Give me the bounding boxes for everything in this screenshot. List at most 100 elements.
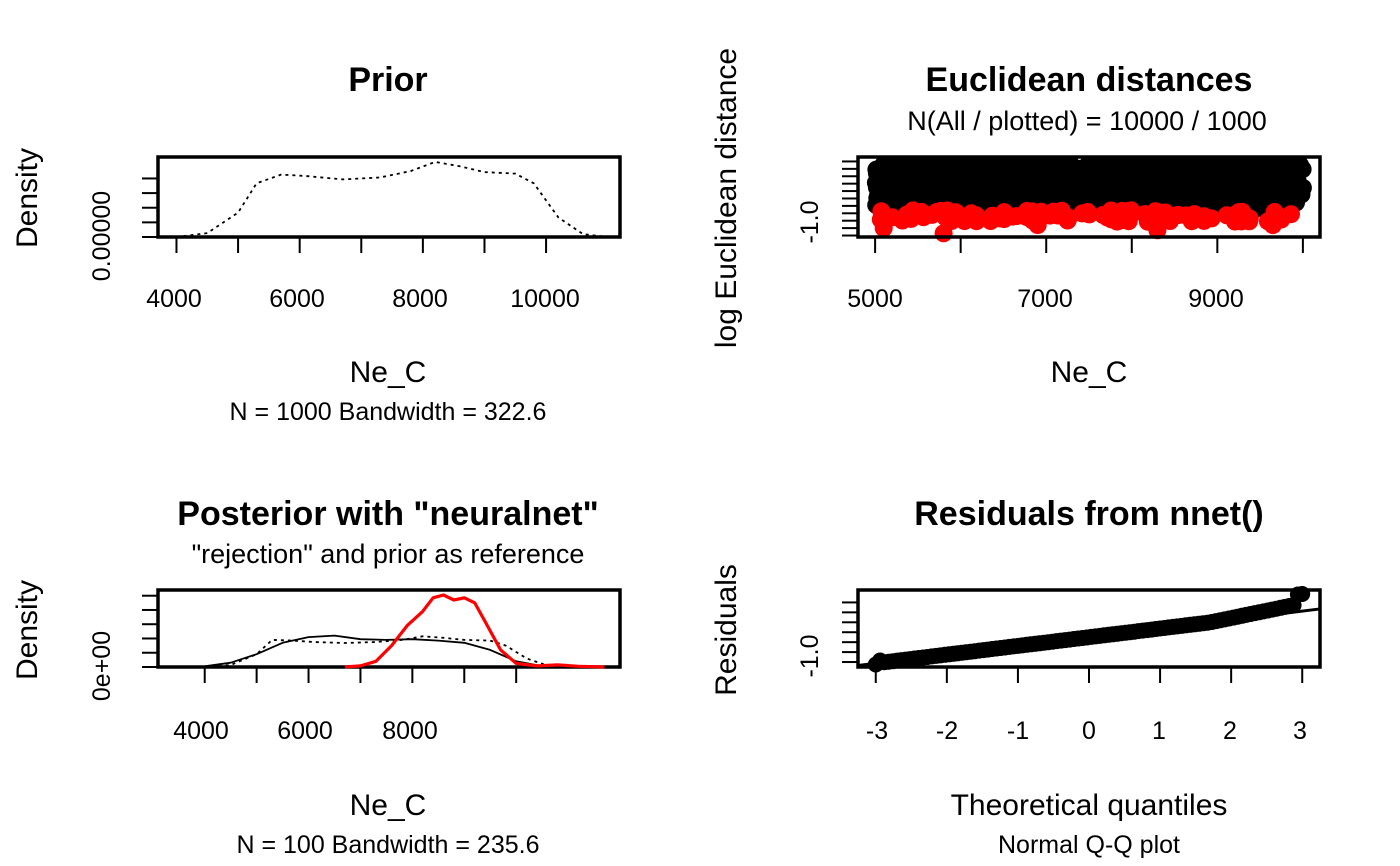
prior-x-tick-label: 8000 bbox=[392, 285, 448, 313]
distance-point-all bbox=[994, 157, 1013, 176]
prior-density-line bbox=[176, 160, 608, 238]
distance-point-all bbox=[1261, 164, 1280, 183]
prior-x-axis-label: Ne_C bbox=[350, 356, 427, 389]
distances-x-tick-label: 5000 bbox=[847, 285, 903, 313]
distance-point-all bbox=[1069, 160, 1088, 179]
distance-point-all bbox=[1028, 168, 1047, 186]
prior-x-tick-label: 10000 bbox=[510, 285, 580, 313]
distance-point-accepted bbox=[1028, 216, 1047, 235]
panel-posterior: Posterior with "neuralnet" "rejection" a… bbox=[11, 495, 622, 859]
posterior-y-axis-label: Density bbox=[11, 580, 44, 680]
distances-y-axis-label: log Euclidean distance bbox=[710, 48, 743, 348]
panel-residuals: Residuals from nnet() -3 -2 -1 0 1 2 3 -… bbox=[710, 495, 1322, 859]
distance-point-accepted bbox=[1007, 207, 1026, 226]
distance-point-all bbox=[1103, 179, 1122, 198]
residuals-y-tick-label: -1.0 bbox=[796, 634, 824, 677]
distance-point-all bbox=[1172, 180, 1190, 199]
posterior-x-axis-label: Ne_C bbox=[350, 789, 427, 822]
distance-point-accepted bbox=[967, 206, 986, 225]
distance-point-all bbox=[931, 156, 950, 174]
residuals-x-axis-label: Theoretical quantiles bbox=[951, 789, 1228, 822]
posterior-x-tick-label: 4000 bbox=[173, 717, 229, 745]
distances-title: Euclidean distances bbox=[926, 61, 1253, 99]
distance-point-all bbox=[1041, 156, 1059, 174]
prior-ticks bbox=[142, 177, 548, 253]
distance-point-all bbox=[1124, 183, 1143, 202]
residuals-x-tick-label: 2 bbox=[1223, 717, 1237, 745]
distance-point-all bbox=[1141, 156, 1160, 174]
prior-y-tick-label: 0.00000 bbox=[88, 191, 116, 281]
distance-point-all bbox=[978, 188, 997, 207]
distance-point-accepted bbox=[1048, 206, 1067, 225]
distance-point-all bbox=[1046, 177, 1065, 196]
prior-plot-box bbox=[156, 155, 622, 239]
distance-point-all bbox=[1279, 156, 1298, 175]
posterior-y-tick-label: 0e+00 bbox=[88, 631, 116, 701]
residuals-x-tick-label: 1 bbox=[1152, 717, 1166, 745]
residuals-x-tick-label: 3 bbox=[1293, 717, 1307, 745]
distances-ticks bbox=[842, 160, 1304, 253]
distance-point-accepted bbox=[981, 212, 1000, 230]
residuals-title: Residuals from nnet() bbox=[914, 495, 1263, 533]
residuals-ticks bbox=[842, 601, 1304, 683]
residuals-x-tick-label: -3 bbox=[866, 717, 888, 745]
prior-reference-line bbox=[204, 635, 569, 668]
distance-point-all bbox=[905, 159, 924, 178]
posterior-x-tick-label: 8000 bbox=[382, 717, 438, 745]
distance-point-accepted bbox=[912, 202, 931, 221]
distance-point-all bbox=[1120, 158, 1139, 177]
distance-point-all bbox=[980, 160, 999, 179]
distance-point-all bbox=[1213, 189, 1232, 208]
distance-point-all bbox=[1167, 163, 1186, 182]
distance-point-accepted bbox=[1080, 205, 1099, 224]
posterior-subtitle: "rejection" and prior as reference bbox=[192, 539, 585, 569]
distance-point-accepted bbox=[934, 224, 953, 243]
posterior-lines bbox=[178, 593, 605, 669]
posterior-bandwidth-label: N = 100 Bandwidth = 235.6 bbox=[236, 831, 539, 859]
distances-x-tick-label: 9000 bbox=[1188, 285, 1244, 313]
distance-point-accepted bbox=[1148, 221, 1167, 240]
distance-point-accepted bbox=[1110, 203, 1129, 222]
distance-point-all bbox=[1087, 186, 1106, 204]
distance-point-accepted bbox=[1240, 209, 1259, 228]
distance-point-all bbox=[1236, 164, 1255, 183]
prior-x-tick-label: 6000 bbox=[269, 285, 325, 313]
distance-point-all bbox=[1196, 184, 1215, 203]
distance-point-all bbox=[1065, 174, 1084, 192]
residuals-x-tick-label: -2 bbox=[936, 717, 958, 745]
qq-reference-line bbox=[857, 607, 1321, 667]
distance-point-accepted bbox=[1263, 216, 1282, 235]
residuals-qq-label: Normal Q-Q plot bbox=[998, 831, 1180, 859]
panel-prior: Prior 4000 6000 8000 10000 0.00000 Ne_C … bbox=[11, 61, 622, 426]
distances-plot-box bbox=[856, 155, 1322, 239]
distances-y-tick-label: -1.0 bbox=[796, 200, 824, 243]
distance-point-accepted bbox=[1177, 206, 1196, 225]
rejection-density-line bbox=[178, 634, 569, 668]
residuals-x-tick-label: -1 bbox=[1007, 717, 1029, 745]
distance-point-all bbox=[875, 156, 894, 174]
panel-euclidean-distances: Euclidean distances N(All / plotted) = 1… bbox=[710, 48, 1322, 389]
distance-point-all bbox=[868, 174, 887, 193]
distances-points bbox=[866, 156, 1312, 243]
posterior-plot-box bbox=[156, 588, 622, 669]
prior-bandwidth-label: N = 1000 Bandwidth = 322.6 bbox=[230, 398, 547, 426]
prior-title: Prior bbox=[348, 61, 427, 99]
distance-point-all bbox=[1005, 168, 1024, 187]
distance-point-accepted bbox=[1202, 209, 1221, 228]
distance-point-accepted bbox=[1146, 202, 1165, 221]
distance-point-accepted bbox=[874, 219, 893, 238]
distances-x-tick-label: 7000 bbox=[1017, 285, 1073, 313]
distances-x-axis-label: Ne_C bbox=[1051, 356, 1128, 389]
distance-point-all bbox=[1141, 182, 1160, 201]
distance-point-all bbox=[1282, 189, 1301, 208]
distances-subtitle: N(All / plotted) = 10000 / 1000 bbox=[907, 106, 1266, 136]
prior-y-axis-label: Density bbox=[11, 148, 44, 248]
distance-point-accepted bbox=[1217, 206, 1236, 225]
residuals-points bbox=[857, 586, 1321, 673]
posterior-title: Posterior with "neuralnet" bbox=[177, 495, 598, 533]
residuals-x-tick-label: 0 bbox=[1082, 717, 1096, 745]
distance-point-accepted bbox=[927, 203, 946, 221]
posterior-ticks bbox=[142, 594, 518, 683]
distance-point-all bbox=[1154, 164, 1173, 183]
